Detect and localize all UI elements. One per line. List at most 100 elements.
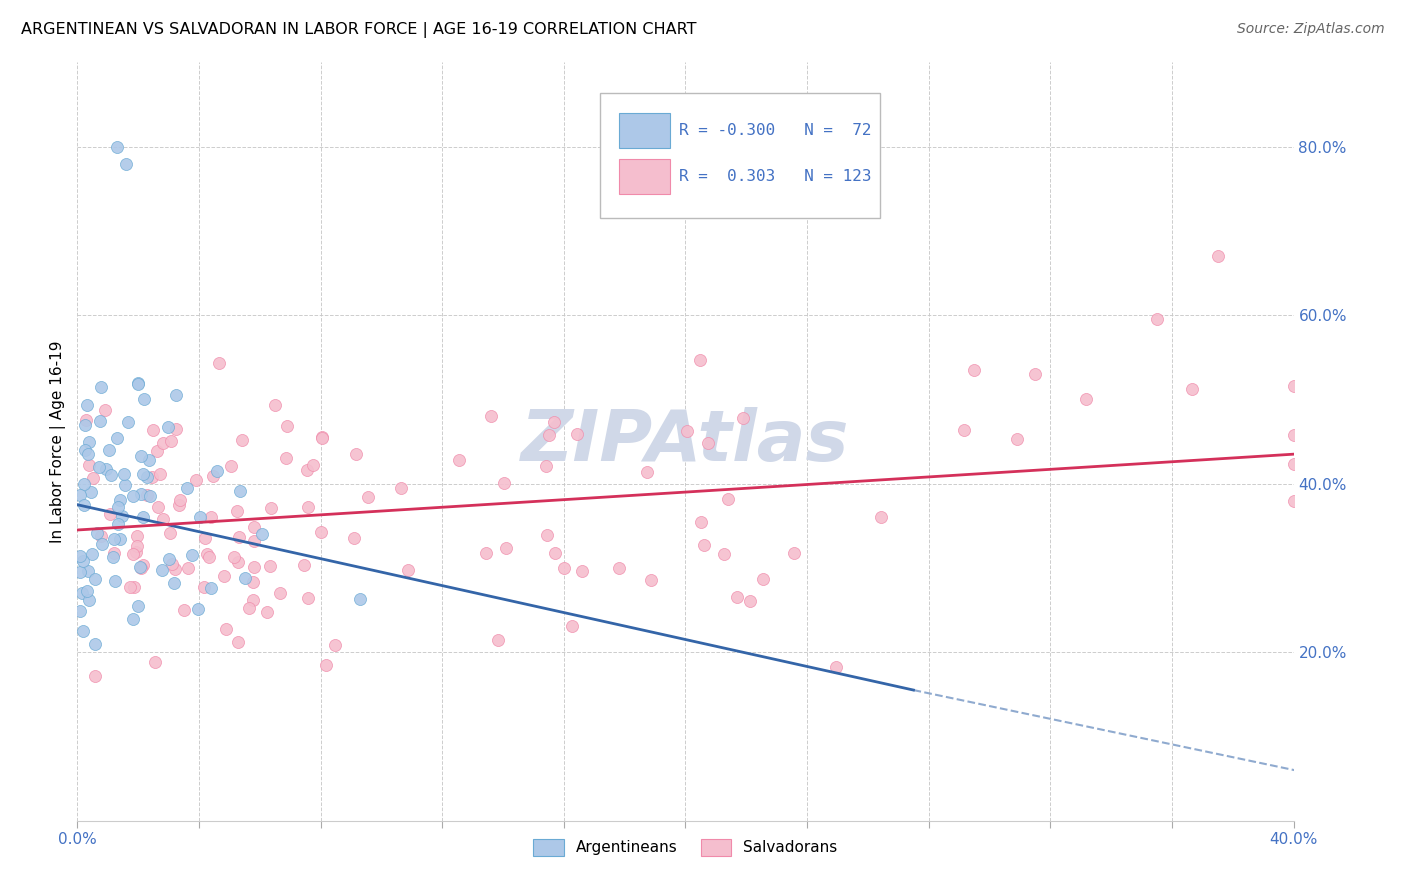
Point [200,582,222,596]
Point [343,531,366,545]
Point [474,546,496,560]
Point [607,560,630,574]
Point [1005,432,1028,446]
Point [479,409,502,424]
Point [139,489,162,503]
Point [121,547,143,561]
Point [150,563,173,577]
Point [77,447,100,461]
Point [311,431,333,445]
Point [250,526,273,541]
Point [690,515,713,529]
Point [69,565,91,579]
Point [94,403,117,417]
Point [98,443,121,458]
Point [696,436,718,450]
Point [77,434,100,449]
Point [149,467,172,481]
Point [72,554,94,568]
Point [115,156,138,170]
Point [152,435,174,450]
Point [176,482,198,496]
Point [104,574,127,589]
Point [495,541,517,556]
Point [259,558,281,573]
Point [114,477,136,491]
Point [1282,494,1305,508]
Point [215,622,238,636]
Point [207,464,229,478]
Point [297,500,319,514]
Point [194,531,217,545]
Point [167,498,190,512]
Point [693,538,716,552]
Point [108,493,131,508]
Point [274,451,297,466]
Point [224,550,246,565]
Point [228,530,250,544]
Point [302,458,325,473]
Point [447,453,470,467]
Point [315,657,337,672]
Point [90,529,112,543]
Point [675,425,697,439]
Point [349,591,371,606]
Point [195,547,218,561]
Point [89,414,111,428]
Point [127,539,149,553]
Point [751,573,773,587]
Point [242,560,264,574]
Text: ZIPAtlas: ZIPAtlas [522,407,849,476]
Point [86,525,108,540]
Point [824,659,846,673]
Point [165,421,187,435]
Point [309,525,332,540]
Point [488,633,510,648]
Point [200,509,222,524]
Point [396,563,419,577]
Point [214,569,236,583]
Point [75,442,97,457]
Point [169,492,191,507]
Point [783,546,806,560]
Point [100,468,122,483]
Point [135,487,157,501]
Point [146,500,169,514]
Point [94,462,117,476]
Point [713,547,735,561]
Point [187,602,209,616]
Point [146,444,169,458]
Point [640,573,662,587]
Point [128,560,150,574]
Point [1076,392,1098,407]
Text: ARGENTINEAN VS SALVADORAN IN LABOR FORCE | AGE 16-19 CORRELATION CHART: ARGENTINEAN VS SALVADORAN IN LABOR FORCE… [21,22,696,38]
Text: R = -0.300   N =  72: R = -0.300 N = 72 [679,123,872,138]
Point [952,423,974,437]
Point [186,473,208,487]
Point [127,377,149,392]
Point [543,415,565,429]
Point [177,560,200,574]
Point [297,591,319,606]
Point [76,583,98,598]
Point [143,656,166,670]
Point [132,509,155,524]
Text: R =  0.303   N = 123: R = 0.303 N = 123 [679,169,872,184]
Point [201,468,224,483]
Point [208,356,231,370]
Point [689,352,711,367]
Point [389,481,412,495]
Point [242,592,264,607]
Point [117,415,139,429]
Point [132,467,155,481]
Point [103,532,125,546]
Point [98,507,121,521]
Point [157,551,180,566]
Point [129,561,152,575]
Legend: Argentineans, Salvadorans: Argentineans, Salvadorans [527,832,844,863]
Point [731,411,754,425]
Point [75,417,97,432]
Point [356,490,378,504]
Point [127,376,149,390]
Point [228,635,250,649]
